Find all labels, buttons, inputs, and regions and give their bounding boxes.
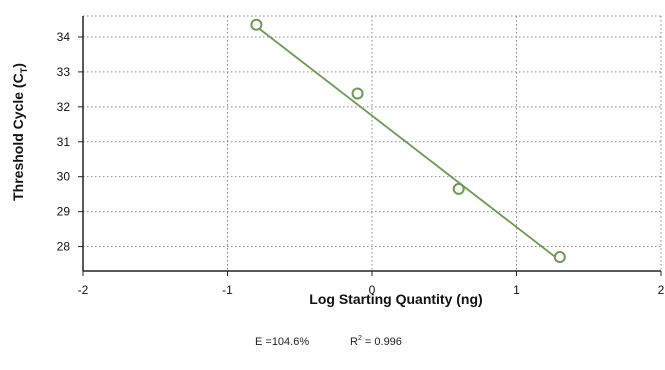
r-squared-superscript: 2 xyxy=(358,335,362,342)
x-tick-label: 2 xyxy=(658,283,665,297)
x-tick-label: -1 xyxy=(222,283,233,297)
x-tick-label: -2 xyxy=(78,283,89,297)
efficiency-stat: E =104.6% xyxy=(255,336,309,348)
y-axis-title-close: ) xyxy=(10,63,26,68)
gridlines xyxy=(83,16,662,271)
fit-line xyxy=(255,25,561,262)
y-tick-label: 29 xyxy=(57,205,71,219)
x-tick-labels: -2 -1 0 1 2 xyxy=(78,283,665,297)
r-squared-prefix: R xyxy=(350,336,358,348)
y-tick-labels: 28 29 30 31 32 33 34 xyxy=(57,30,71,254)
y-tick-label: 28 xyxy=(57,240,71,254)
x-axis-title: Log Starting Quantity (ng) xyxy=(309,291,482,307)
r-squared-stat: R2 = 0.996 xyxy=(350,335,402,348)
y-tick-label: 34 xyxy=(57,30,71,44)
data-point xyxy=(452,182,465,195)
data-point xyxy=(250,18,263,31)
fit-line-group xyxy=(255,25,561,262)
y-tick-label: 33 xyxy=(57,65,71,79)
y-axis-title-subscript: T xyxy=(19,67,29,73)
y-tick-label: 30 xyxy=(57,170,71,184)
y-axis-title: Threshold Cycle (CT) xyxy=(10,63,29,201)
r-squared-value: = 0.996 xyxy=(362,336,402,348)
y-tick-label: 31 xyxy=(57,135,71,149)
x-tick-label: 0 xyxy=(369,283,376,297)
data-point xyxy=(553,251,566,264)
x-tick-label: 1 xyxy=(513,283,520,297)
y-tick-label: 32 xyxy=(57,100,71,114)
data-points xyxy=(250,18,566,264)
y-axis-title-main: Threshold Cycle (C xyxy=(10,73,26,201)
axes xyxy=(78,15,662,276)
data-point xyxy=(351,87,364,100)
